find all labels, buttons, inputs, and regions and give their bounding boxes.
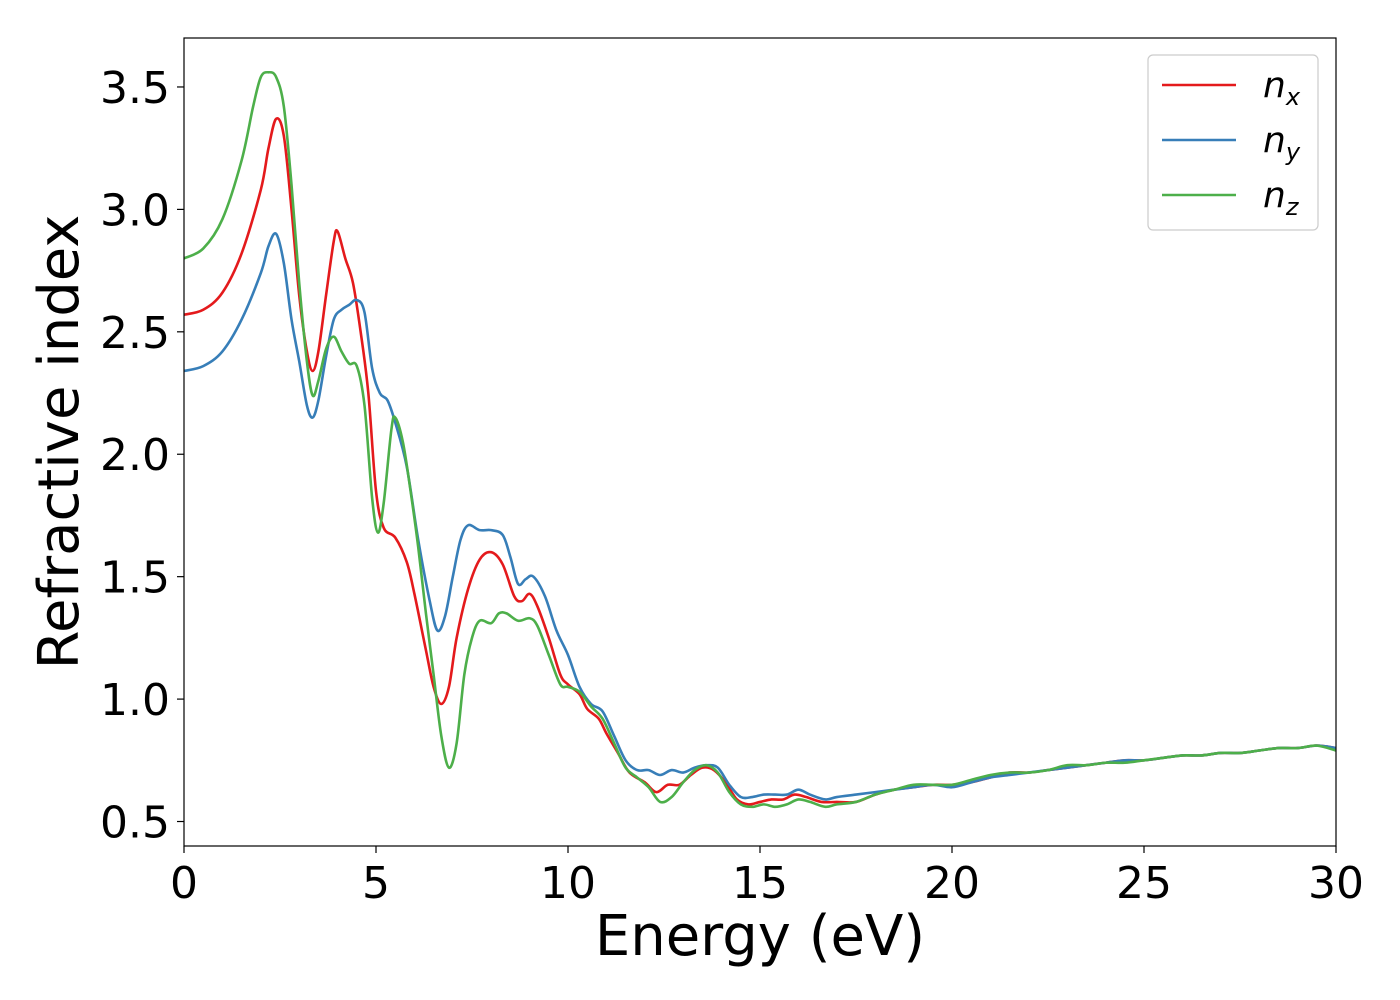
x-tick-label: 30: [1308, 858, 1364, 909]
legend-label-z: nz: [1263, 175, 1300, 221]
legend-label-x: nx: [1263, 65, 1301, 111]
y-tick-label: 1.5: [100, 553, 170, 604]
y-tick-label: 3.0: [100, 185, 170, 236]
x-tick-label: 15: [732, 858, 788, 909]
plot-area: [183, 37, 1337, 847]
y-tick-label: 3.5: [100, 63, 170, 114]
x-tick-label: 20: [924, 858, 980, 909]
y-tick-label: 2.0: [100, 430, 170, 481]
y-tick-label: 2.5: [100, 308, 170, 359]
y-axis-ticks: 0.5 1.0 1.5 2.0 2.5 3.0 3.5: [100, 63, 184, 849]
x-tick-label: 25: [1116, 858, 1172, 909]
y-tick-label: 1.0: [100, 675, 170, 726]
x-tick-label: 0: [170, 858, 198, 909]
x-axis-label: Energy (eV): [595, 904, 925, 969]
y-tick-label: 0.5: [100, 798, 170, 849]
x-tick-label: 10: [540, 858, 596, 909]
x-tick-label: 5: [362, 858, 390, 909]
series-group: [184, 70, 1336, 809]
y-axis-label: Refractive index: [27, 215, 92, 670]
legend-box: [1147, 54, 1319, 231]
x-axis-ticks: 0 5 10 15 20 25 30: [170, 846, 1364, 909]
series-line-z: [184, 70, 1336, 809]
legend: nx ny nz: [1147, 54, 1319, 231]
legend-label-y: ny: [1263, 120, 1301, 166]
